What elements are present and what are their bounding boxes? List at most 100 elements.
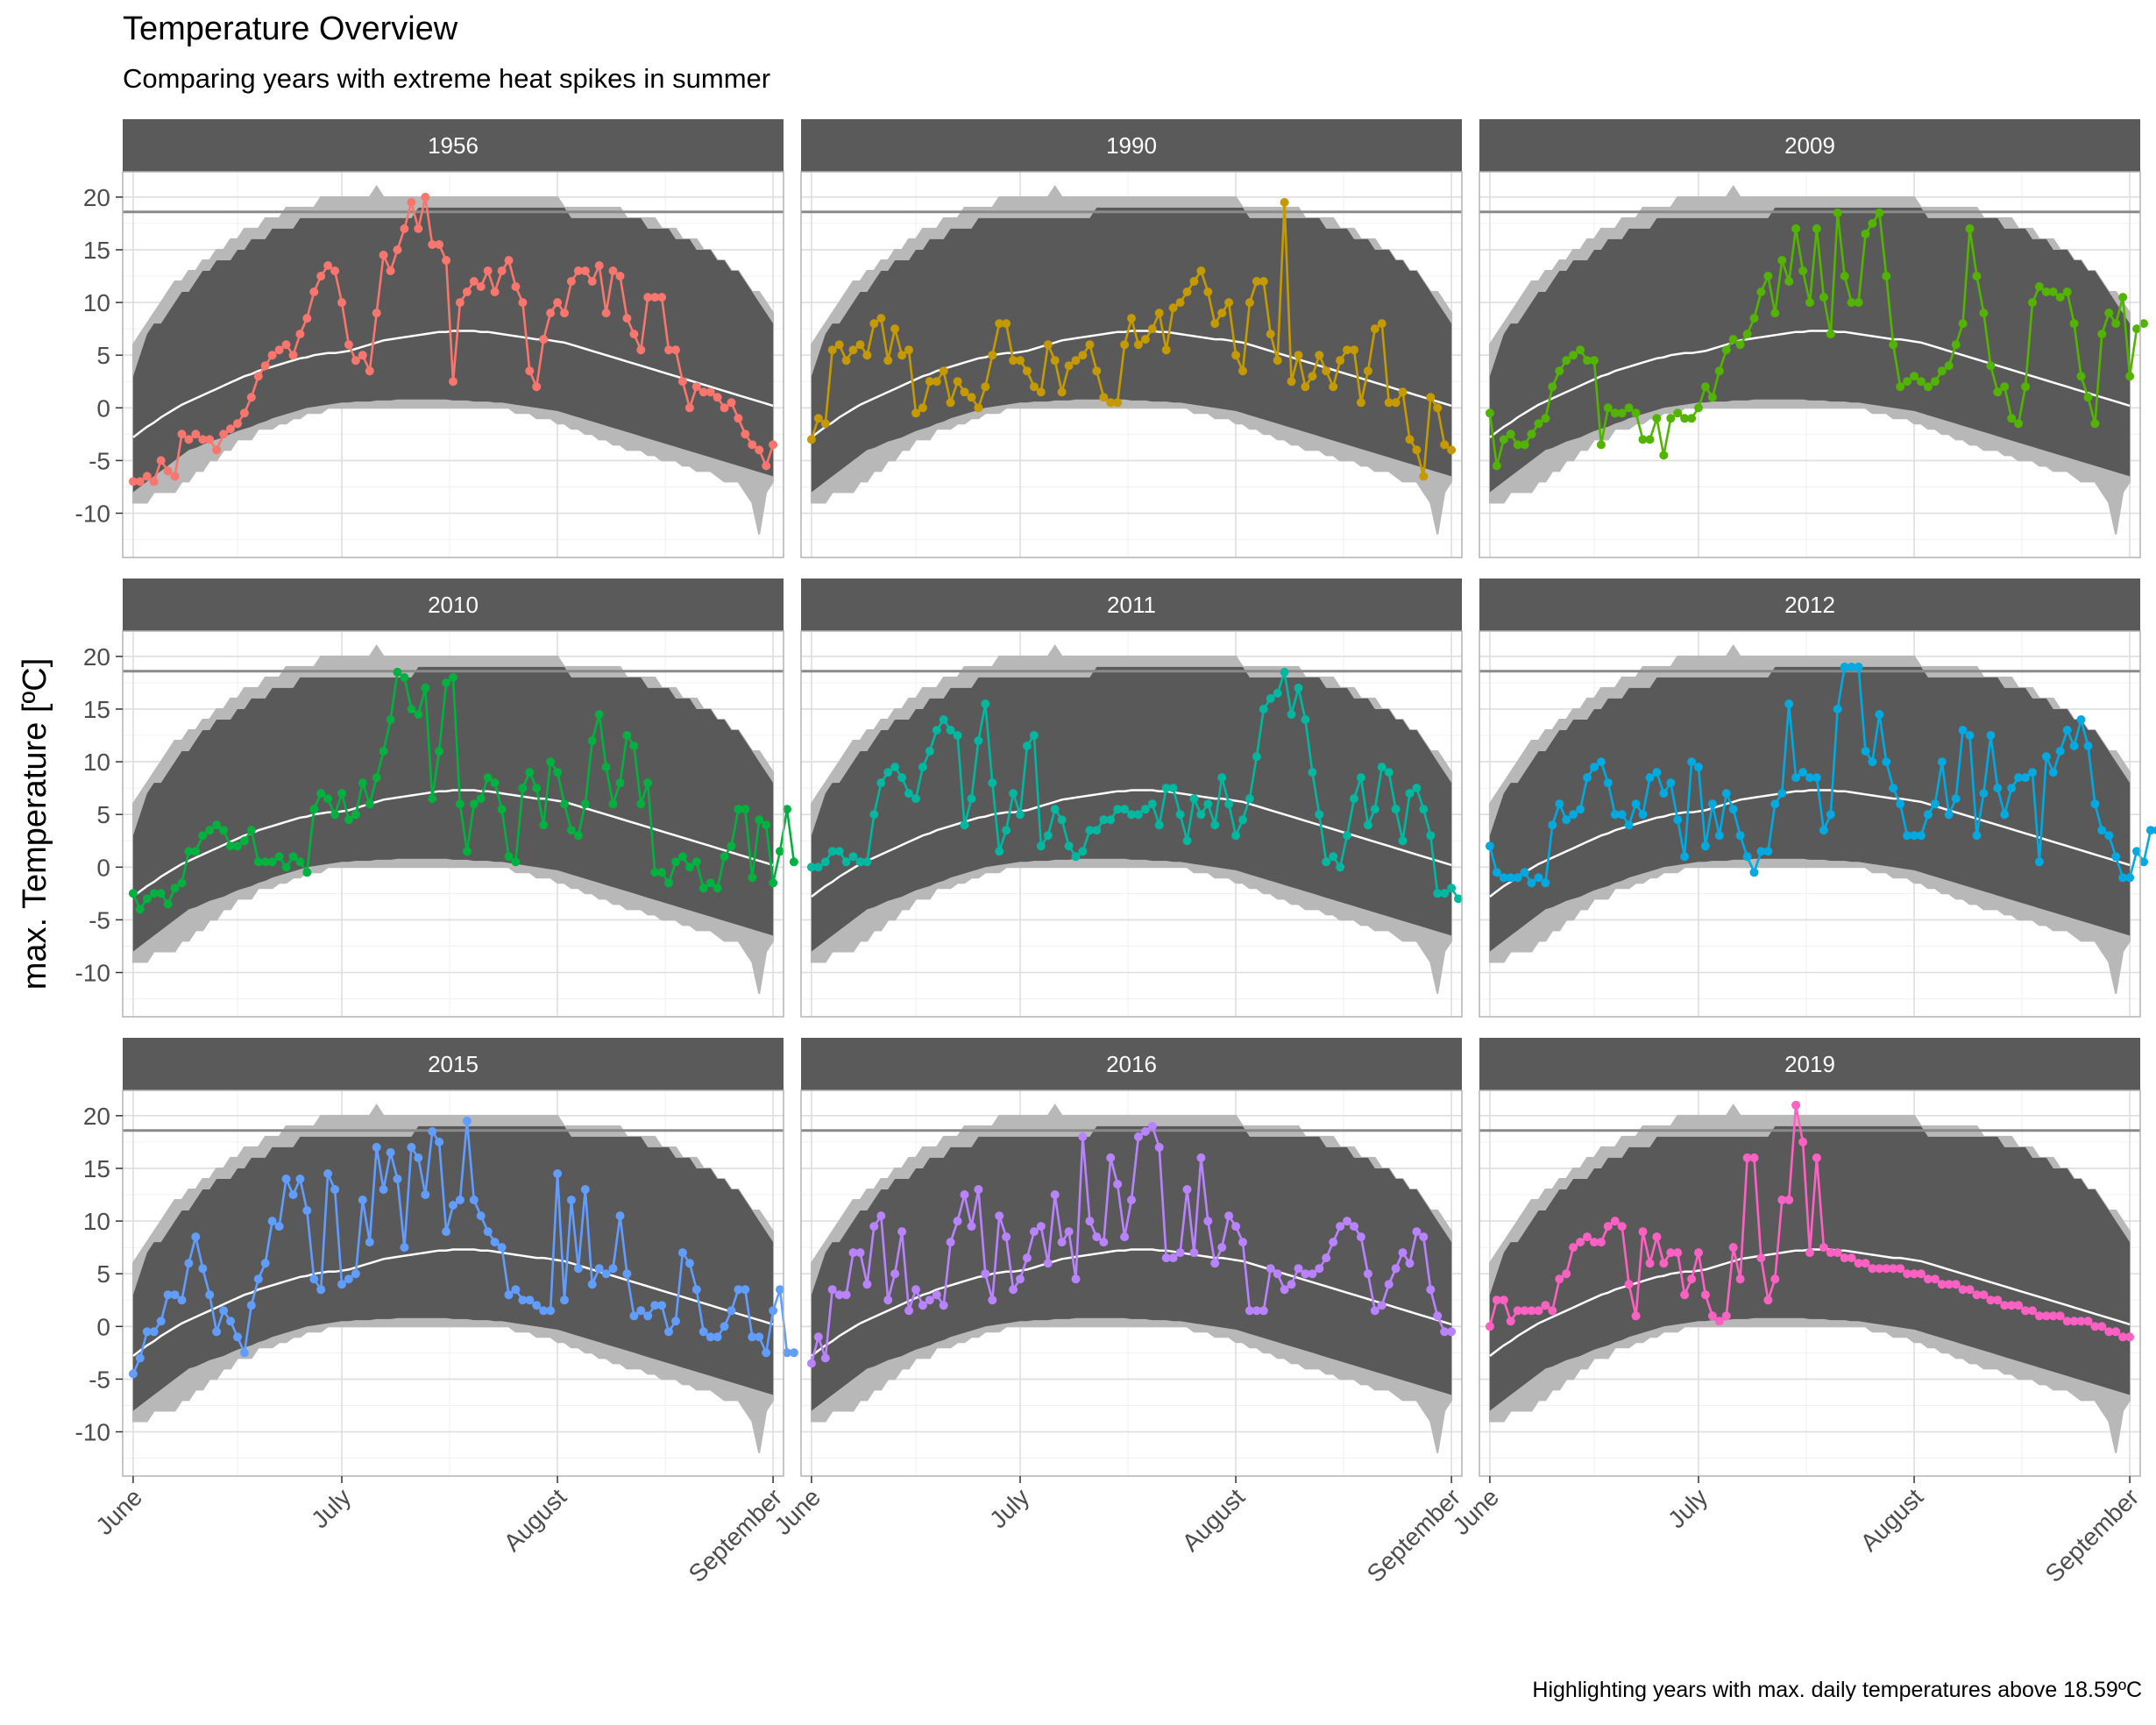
data-point [1259, 277, 1268, 286]
data-point [1624, 820, 1634, 830]
data-point [1680, 1290, 1690, 1300]
data-point [1391, 1264, 1401, 1274]
data-point [643, 1311, 653, 1321]
data-point [1694, 403, 1703, 413]
data-point [657, 868, 667, 877]
data-point [2076, 1317, 2086, 1326]
data-point [911, 794, 920, 804]
data-point [330, 1185, 340, 1194]
data-point [1979, 789, 1989, 799]
data-point [855, 857, 865, 867]
data-point [1315, 1264, 1324, 1274]
data-point [776, 847, 784, 856]
data-point [1951, 794, 1961, 804]
data-point [1965, 1285, 1975, 1295]
data-point [184, 435, 194, 444]
data-point [636, 1306, 646, 1316]
data-point [932, 377, 941, 387]
data-point [918, 403, 927, 413]
data-point [932, 726, 941, 735]
data-point [1979, 309, 1989, 318]
data-point [1050, 356, 1060, 366]
data-point [233, 841, 242, 851]
data-point [1854, 1259, 1863, 1268]
data-point [1071, 852, 1081, 862]
data-point [1923, 810, 1933, 820]
data-point [615, 1211, 625, 1221]
data-point [883, 1296, 893, 1305]
data-point [170, 884, 180, 893]
data-point [820, 857, 830, 867]
data-point [1700, 841, 1710, 851]
data-point [274, 345, 284, 355]
data-point [664, 878, 673, 888]
data-point [622, 1269, 632, 1279]
data-point [1805, 298, 1814, 308]
facet-panel-2012: 2012 [1479, 579, 2156, 1018]
data-point [253, 372, 263, 381]
data-point [469, 799, 479, 809]
data-point [1343, 345, 1351, 355]
data-point [365, 1238, 374, 1247]
data-point [734, 1285, 743, 1295]
data-point [449, 1201, 457, 1210]
data-point [1972, 1290, 1982, 1300]
data-point [2034, 1311, 2044, 1321]
data-point [267, 857, 277, 867]
data-point [769, 878, 778, 888]
data-point [1485, 408, 1494, 418]
data-point [1645, 773, 1655, 783]
data-point [428, 1126, 437, 1136]
data-point [741, 805, 750, 814]
data-point [1819, 826, 1828, 835]
y-tick-label: 5 [96, 801, 110, 828]
data-point [1944, 810, 1954, 820]
data-point [1707, 393, 1717, 402]
data-point [191, 1232, 201, 1242]
data-point [1294, 683, 1303, 692]
data-point [1287, 377, 1296, 387]
panel-border [800, 1090, 1463, 1477]
data-point [1777, 1196, 1787, 1204]
data-point [295, 330, 305, 339]
data-point [1680, 852, 1690, 862]
data-point [400, 1243, 409, 1253]
data-point [414, 1153, 423, 1162]
data-point [1993, 784, 2003, 793]
data-point [1454, 894, 1463, 904]
panel-border [122, 630, 784, 1018]
data-point [1231, 831, 1241, 841]
data-point [2000, 810, 2010, 820]
data-point [1520, 1306, 1529, 1316]
data-point [205, 826, 215, 835]
data-point [393, 1175, 402, 1183]
data-point [727, 1306, 736, 1316]
data-point [407, 1142, 416, 1152]
data-point [783, 1348, 791, 1358]
data-point [1370, 805, 1379, 814]
data-point [142, 1327, 152, 1337]
x-tick-label: August [1855, 1483, 1929, 1557]
data-point [2014, 773, 2024, 783]
data-point [1182, 1185, 1192, 1194]
data-point [302, 868, 312, 877]
data-point [671, 1317, 680, 1326]
data-point [762, 820, 771, 830]
data-point [1749, 1153, 1759, 1162]
data-point [1749, 314, 1759, 323]
data-point [177, 878, 187, 888]
facet-strip [123, 579, 784, 631]
data-point [1009, 789, 1018, 799]
data-point [1548, 1306, 1557, 1316]
data-point [1377, 319, 1387, 329]
data-point [476, 282, 486, 291]
data-point [1805, 1248, 1814, 1258]
data-point [1562, 815, 1571, 825]
data-point [344, 340, 353, 350]
data-point [1405, 1259, 1415, 1268]
data-point [1763, 1296, 1773, 1305]
data-point [170, 1290, 180, 1300]
data-point [622, 731, 632, 740]
data-point [1029, 731, 1039, 740]
